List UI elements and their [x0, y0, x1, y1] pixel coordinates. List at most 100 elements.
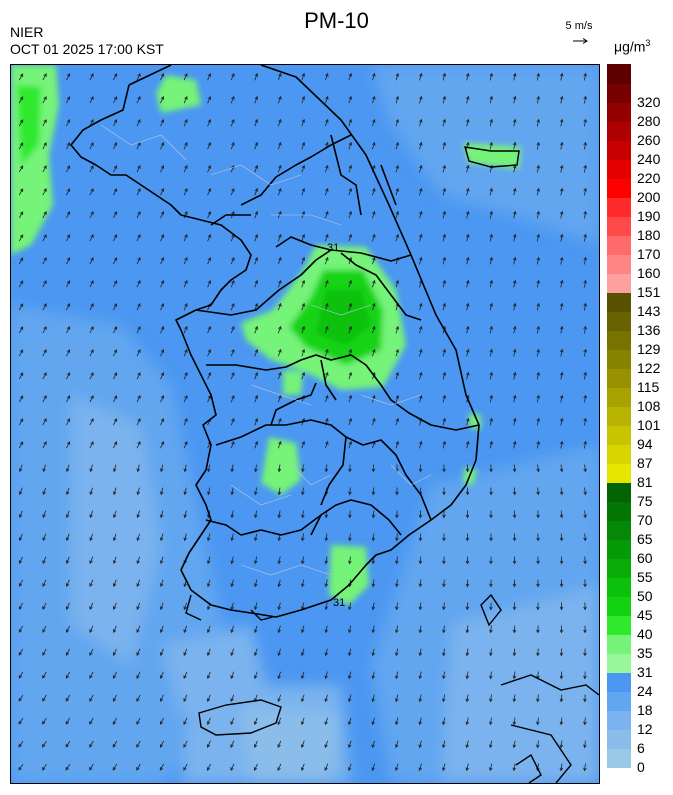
- wind-arrow-icon: [489, 740, 493, 749]
- colorbar-bin: [607, 710, 631, 730]
- wind-arrow-icon: [559, 740, 564, 749]
- wind-arrow-icon: [301, 694, 305, 703]
- wind-arrow-icon: [136, 142, 141, 150]
- wind-arrow-icon: [277, 141, 282, 150]
- wind-arrow-icon: [183, 188, 188, 196]
- wind-arrow-icon: [419, 141, 423, 150]
- colorbar-bin: [607, 159, 631, 179]
- wind-arrow-icon: [136, 96, 141, 104]
- wind-arrow-icon: [348, 625, 352, 634]
- wind-arrow-icon: [513, 187, 517, 196]
- wind-arrow-icon: [559, 440, 564, 449]
- wind-arrow-icon: [513, 302, 517, 311]
- wind-arrow-icon: [512, 740, 517, 749]
- wind-arrow-icon: [113, 96, 118, 104]
- wind-arrow-icon: [583, 256, 587, 265]
- wind-arrow-icon: [559, 279, 564, 288]
- map-title: PM-10: [304, 8, 369, 33]
- wind-arrow-icon: [466, 210, 470, 219]
- wind-arrow-icon: [583, 279, 587, 288]
- wind-arrow-icon: [183, 395, 188, 403]
- wind-arrow-icon: [489, 510, 493, 519]
- wind-arrow-icon: [277, 118, 282, 127]
- wind-arrow-icon: [466, 118, 470, 127]
- wind-arrow-icon: [583, 118, 587, 127]
- wind-arrow-icon: [207, 349, 212, 357]
- wind-arrow-icon: [254, 233, 259, 242]
- wind-arrow-icon: [419, 302, 423, 311]
- wind-arrow-icon: [324, 256, 329, 265]
- wind-arrow-icon: [324, 187, 329, 196]
- wind-arrow-icon: [207, 165, 212, 173]
- wind-arrow-icon: [395, 417, 399, 426]
- wind-arrow-icon: [489, 694, 493, 703]
- wind-arrow-icon: [89, 763, 94, 771]
- wind-arrow-icon: [301, 302, 305, 311]
- wind-arrow-icon: [277, 348, 282, 357]
- wind-arrow-icon: [112, 579, 117, 588]
- wind-arrow-icon: [324, 72, 329, 81]
- wind-arrow-icon: [395, 118, 399, 127]
- colorbar-tick-label: 24: [637, 683, 653, 699]
- wind-arrow-icon: [419, 95, 423, 104]
- wind-arrow-icon: [513, 371, 517, 380]
- wind-arrow-icon: [536, 95, 540, 104]
- colorbar-tick-label: 0: [637, 759, 645, 775]
- wind-arrow-icon: [136, 234, 141, 242]
- wind-arrow-icon: [160, 418, 165, 426]
- wind-arrow-icon: [348, 648, 352, 657]
- wind-arrow-icon: [66, 372, 71, 380]
- wind-arrow-icon: [348, 440, 352, 449]
- wind-arrow-icon: [277, 464, 282, 473]
- wind-arrow-icon: [324, 394, 329, 403]
- wind-arrow-icon: [466, 417, 470, 426]
- wind-arrow-icon: [442, 233, 446, 242]
- wind-arrow-icon: [465, 487, 470, 496]
- colorbar-tick-label: 260: [637, 132, 661, 148]
- wind-arrow-icon: [324, 533, 329, 542]
- wind-arrow-icon: [348, 602, 352, 611]
- wind-arrow-icon: [113, 165, 118, 173]
- wind-arrow-icon: [371, 717, 375, 726]
- wind-arrow-icon: [113, 464, 117, 473]
- wind-arrow-icon: [466, 440, 470, 449]
- wind-arrow-icon: [372, 417, 376, 426]
- wind-arrow-icon: [136, 372, 141, 380]
- colorbar-bin: [607, 520, 631, 540]
- wind-arrow-icon: [442, 371, 446, 380]
- colorbar-bin: [607, 197, 631, 217]
- wind-arrow-icon: [112, 671, 117, 679]
- wind-arrow-icon: [89, 648, 94, 656]
- wind-arrow-icon: [18, 234, 24, 242]
- wind-arrow-icon: [230, 73, 235, 81]
- wind-arrow-icon: [113, 487, 117, 496]
- wind-arrow-icon: [206, 763, 211, 771]
- wind-arrow-icon: [418, 671, 423, 680]
- wind-arrow-icon: [136, 763, 141, 771]
- wind-arrow-icon: [206, 671, 211, 679]
- wind-arrow-icon: [301, 464, 305, 473]
- wind-arrow-icon: [372, 118, 376, 127]
- wind-arrow-icon: [89, 694, 94, 702]
- colorbar-bin: [607, 83, 631, 103]
- wind-arrow-icon: [160, 510, 164, 519]
- wind-arrow-icon: [513, 118, 517, 127]
- wind-arrow-icon: [395, 510, 399, 519]
- wind-arrow-icon: [536, 556, 540, 565]
- wind-arrow-icon: [372, 187, 376, 196]
- wind-arrow-icon: [89, 579, 94, 587]
- wind-arrow-icon: [559, 394, 564, 403]
- wind-arrow-icon: [465, 464, 470, 473]
- wind-arrow-icon: [183, 372, 188, 380]
- colorbar-bin: [607, 311, 631, 331]
- wind-arrow-icon: [466, 141, 470, 150]
- wind-arrow-icon: [230, 303, 235, 311]
- wind-arrow-icon: [254, 187, 259, 196]
- wind-arrow-icon: [183, 73, 188, 81]
- wind-arrow-icon: [230, 372, 235, 380]
- city-boundaries: [100, 124, 432, 576]
- wind-arrow-icon: [230, 464, 235, 473]
- wind-arrow-icon: [442, 279, 446, 288]
- wind-arrow-icon: [42, 648, 47, 656]
- wind-arrow-icon: [513, 256, 517, 265]
